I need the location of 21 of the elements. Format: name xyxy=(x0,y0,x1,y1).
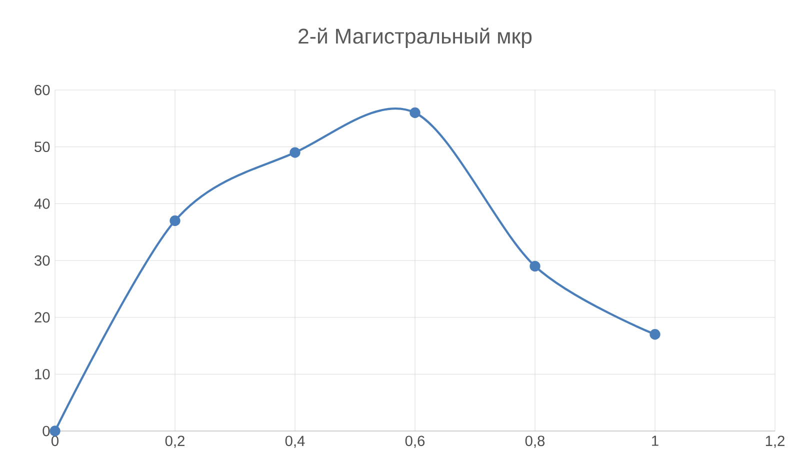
y-tick-label: 60 xyxy=(34,84,50,96)
point xyxy=(50,426,60,436)
y-tick-label: 30 xyxy=(34,255,50,266)
point xyxy=(290,147,300,158)
x-tick-label: 1 xyxy=(652,436,658,446)
point xyxy=(530,260,540,272)
y-tick-label: 0 xyxy=(42,426,50,436)
chart-title: 2-й Магистральный мкр xyxy=(298,28,532,48)
x-tick-label: 0,6 xyxy=(405,436,425,448)
y-tick-label: 10 xyxy=(35,368,50,380)
x-tick-label: 0,4 xyxy=(285,436,305,448)
x-tick-label: 0,2 xyxy=(165,436,184,448)
x-tick-label: 0,8 xyxy=(525,436,545,448)
y-tick-label: 50 xyxy=(34,142,50,152)
y-tick-label: 20 xyxy=(34,312,50,323)
point xyxy=(170,215,180,226)
point xyxy=(650,329,660,340)
x-tick-label: 1,2 xyxy=(766,436,784,448)
y-tick-label: 40 xyxy=(34,198,50,209)
x-tick-label: 0 xyxy=(51,436,58,446)
point xyxy=(410,107,420,118)
